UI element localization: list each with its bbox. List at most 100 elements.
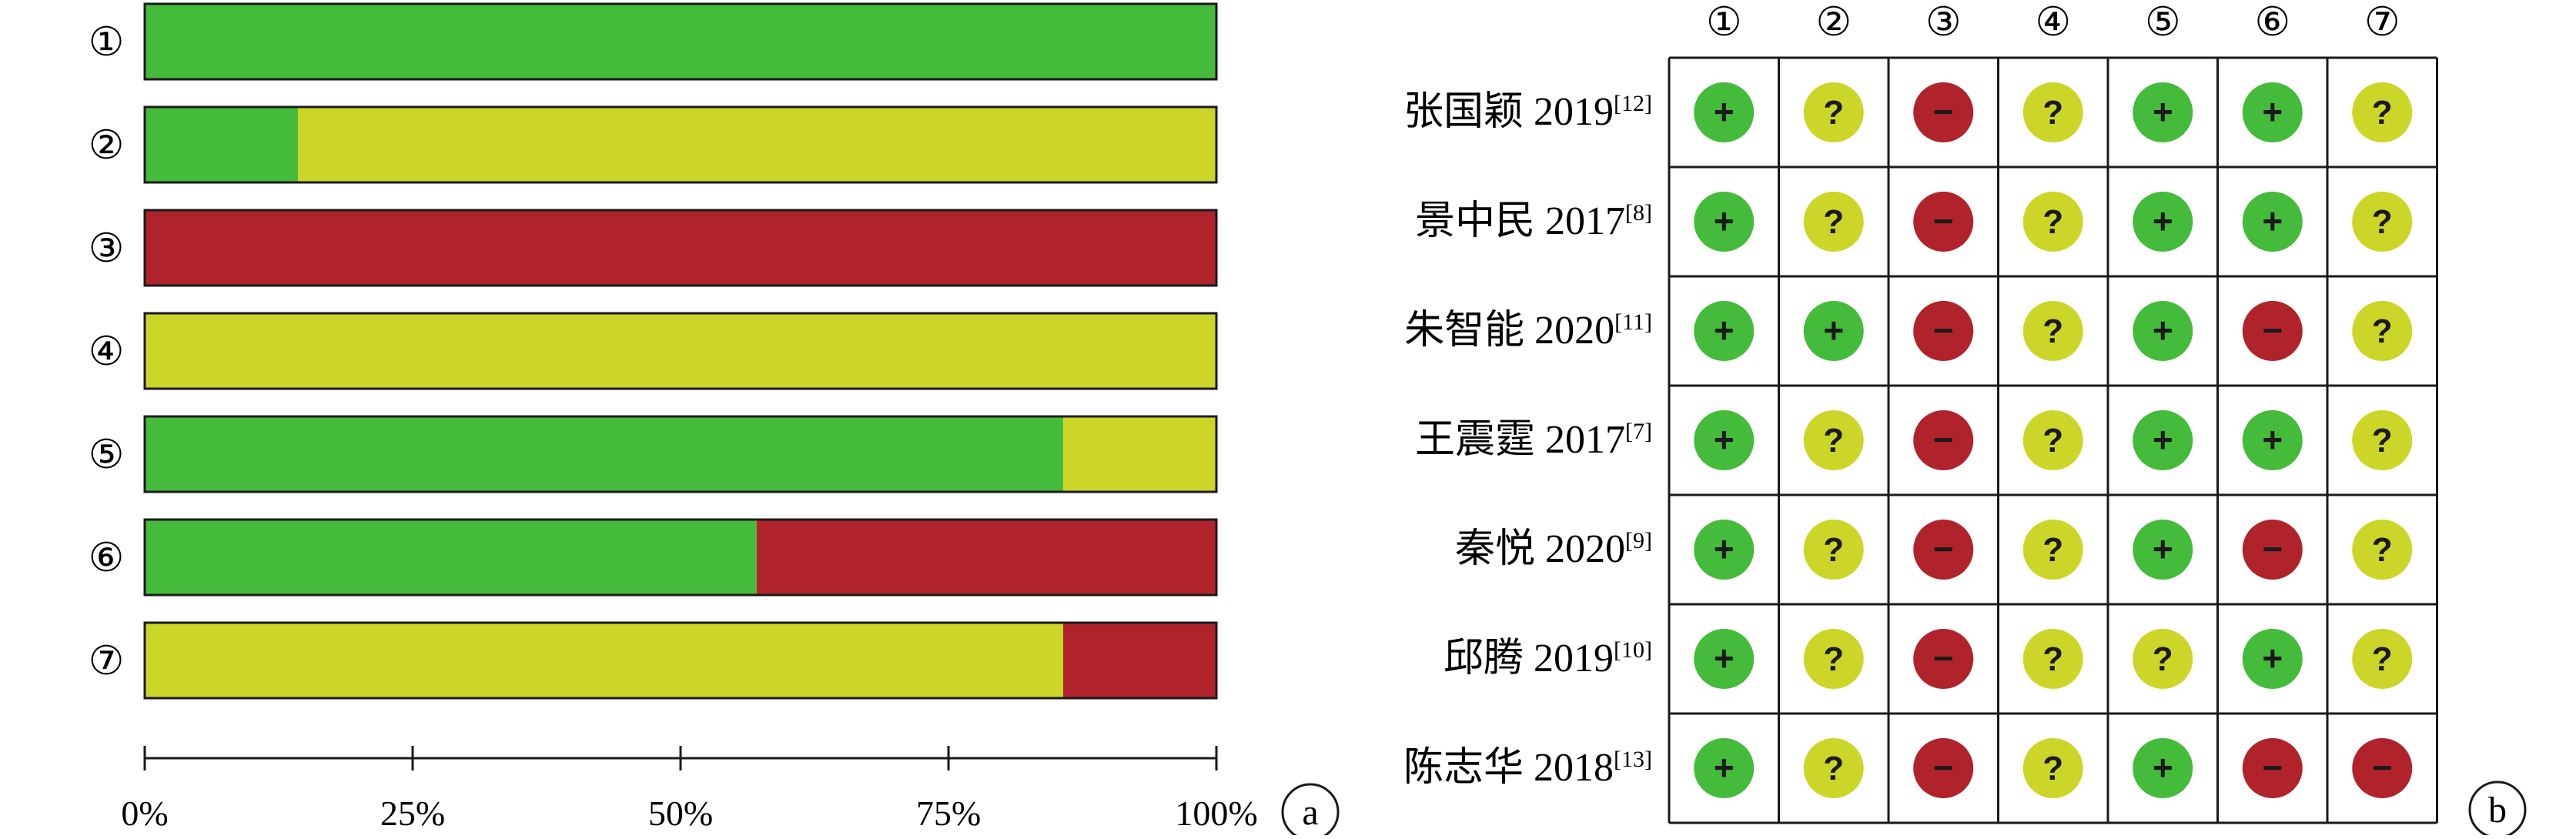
high-risk-dot	[2242, 738, 2303, 798]
bar-segment-unclear	[145, 623, 1063, 698]
low-risk-dot	[1694, 629, 1755, 689]
low-risk-symbol: +	[2262, 201, 2283, 241]
study-name: 王震霆 2017	[1415, 418, 1625, 462]
unclear-risk-symbol: ?	[2372, 640, 2393, 678]
high-risk-symbol: −	[1933, 201, 1954, 241]
unclear-risk-dot	[1803, 629, 1864, 689]
unclear-risk-dot	[2352, 410, 2413, 470]
unclear-risk-dot	[1803, 738, 1864, 798]
risk-of-bias-table: ① ② ③ ④ ⑤ ⑥ ⑦ 张国颖 2019[12] +? −? + +? 景中民 2017[8] +? −…	[1355, 0, 2576, 839]
low-risk-symbol: +	[2153, 747, 2173, 787]
low-risk-symbol: +	[1714, 201, 1735, 241]
panel-label-circle	[1281, 783, 1340, 839]
x-tick-label: 0%	[121, 794, 168, 833]
low-risk-symbol: +	[1714, 92, 1735, 132]
low-risk-dot	[1694, 520, 1755, 580]
unclear-risk-dot	[1803, 520, 1864, 580]
low-risk-symbol: +	[2153, 310, 2173, 350]
high-risk-dot	[2242, 301, 2303, 361]
study-label: 秦悦 2020[9]	[1455, 527, 1652, 571]
study-label: 景中民 2017[8]	[1415, 199, 1652, 243]
unclear-risk-dot	[2022, 520, 2083, 580]
unclear-risk-symbol: ?	[1823, 531, 1844, 569]
unclear-risk-dot	[2352, 520, 2413, 580]
unclear-risk-symbol: ?	[2042, 94, 2063, 132]
unclear-risk-dot	[2133, 629, 2193, 689]
low-risk-dot	[1694, 410, 1755, 470]
bar-segment-low	[145, 107, 299, 182]
x-tick-label: 50%	[648, 794, 713, 833]
high-risk-symbol: −	[1933, 310, 1954, 350]
unclear-risk-symbol: ?	[2372, 94, 2393, 132]
low-risk-dot	[2242, 629, 2303, 689]
unclear-risk-symbol: ?	[2042, 531, 2063, 569]
study-label: 邱腾 2019[10]	[1444, 637, 1652, 680]
unclear-risk-symbol: ?	[2372, 203, 2393, 241]
low-risk-symbol: +	[2153, 529, 2173, 569]
category-label: ⑦	[89, 640, 125, 684]
high-risk-symbol: −	[2262, 747, 2283, 787]
low-risk-dot	[1694, 738, 1755, 798]
low-risk-symbol: +	[2262, 638, 2283, 678]
unclear-risk-symbol: ?	[2042, 422, 2063, 460]
low-risk-dot	[2133, 520, 2193, 580]
study-reference: [8]	[1625, 200, 1652, 226]
study-name: 景中民 2017	[1415, 199, 1625, 243]
low-risk-dot	[1803, 301, 1864, 361]
low-risk-dot	[2242, 410, 2303, 470]
category-label: ④	[89, 330, 125, 374]
high-risk-dot	[1913, 82, 1974, 142]
unclear-risk-dot	[2352, 301, 2413, 361]
unclear-risk-dot	[2352, 192, 2413, 252]
study-reference: [12]	[1614, 91, 1652, 116]
x-tick-label: 25%	[380, 794, 445, 833]
high-risk-symbol: −	[2262, 529, 2283, 569]
low-risk-dot	[1694, 82, 1755, 142]
low-risk-dot	[2242, 192, 2303, 252]
bar-outline	[143, 518, 1218, 597]
x-tick-label: 75%	[916, 794, 981, 833]
unclear-risk-dot	[1803, 82, 1864, 142]
high-risk-dot	[1913, 410, 1974, 470]
unclear-risk-symbol: ?	[2372, 422, 2393, 460]
unclear-risk-symbol: ?	[2042, 640, 2063, 678]
unclear-risk-symbol: ?	[1823, 750, 1844, 787]
study-reference: [9]	[1625, 528, 1652, 553]
column-header: ⑥	[2254, 1, 2290, 45]
bar-segment-low	[145, 416, 1063, 492]
study-reference: [10]	[1614, 637, 1652, 663]
bar-segment-low	[145, 4, 1216, 79]
high-risk-symbol: −	[1933, 420, 1954, 460]
category-label: ①	[89, 21, 125, 65]
low-risk-dot	[2133, 192, 2193, 252]
unclear-risk-dot	[2022, 629, 2083, 689]
column-header: ①	[1706, 1, 1742, 45]
unclear-risk-symbol: ?	[1823, 203, 1844, 241]
low-risk-symbol: +	[2262, 420, 2283, 460]
low-risk-symbol: +	[2262, 92, 2283, 132]
low-risk-symbol: +	[2153, 201, 2173, 241]
unclear-risk-dot	[2022, 82, 2083, 142]
column-header: ③	[1925, 1, 1962, 45]
unclear-risk-symbol: ?	[1823, 422, 1844, 460]
high-risk-symbol: −	[1933, 92, 1954, 132]
low-risk-dot	[1694, 192, 1755, 252]
unclear-risk-dot	[2352, 82, 2413, 142]
bar-segment-high	[1062, 623, 1216, 698]
column-header: ④	[2035, 1, 2071, 45]
high-risk-symbol: −	[2372, 747, 2393, 787]
unclear-risk-symbol: ?	[2042, 203, 2063, 241]
study-reference: [11]	[1614, 309, 1652, 335]
high-risk-dot	[2352, 738, 2413, 798]
unclear-risk-symbol: ?	[1823, 640, 1844, 678]
high-risk-dot	[1913, 520, 1974, 580]
bar-segment-high	[145, 210, 1216, 286]
high-risk-dot	[1913, 738, 1974, 798]
category-label: ③	[89, 227, 125, 271]
high-risk-dot	[1913, 301, 1974, 361]
high-risk-dot	[1913, 629, 1974, 689]
panel-label-b: b	[2488, 790, 2507, 831]
unclear-risk-symbol: ?	[2372, 531, 2393, 569]
study-name: 张国颖 2019	[1403, 90, 1614, 134]
x-tick-label: 100%	[1175, 794, 1257, 833]
